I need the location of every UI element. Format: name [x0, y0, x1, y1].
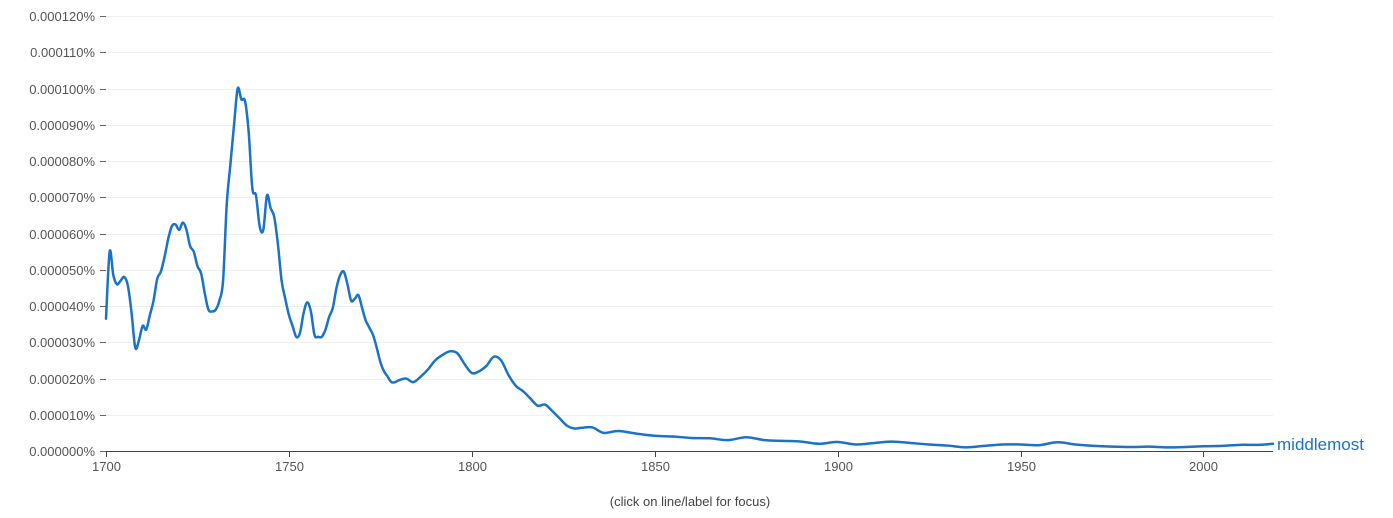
grid-lines	[106, 16, 1273, 416]
x-tick-label: 1850	[641, 459, 670, 474]
y-tick-label: 0.000080%	[29, 154, 95, 169]
y-tick-label: 0.000000%	[29, 444, 95, 459]
x-tick-label: 1950	[1007, 459, 1036, 474]
x-tick-label: 2000	[1189, 459, 1218, 474]
y-tick-label: 0.000100%	[29, 82, 95, 97]
x-tick-label: 1900	[824, 459, 853, 474]
y-tick-label: 0.000040%	[29, 299, 95, 314]
series-line-middlemost[interactable]	[104, 86, 1275, 449]
series-label-middlemost[interactable]: middlemost	[1277, 435, 1364, 454]
y-tick-label: 0.000090%	[29, 118, 95, 133]
x-tick-label: 1800	[458, 459, 487, 474]
x-tick-label: 1750	[275, 459, 304, 474]
y-tick-label: 0.000110%	[30, 45, 95, 60]
focus-hint: (click on line/label for focus)	[609, 494, 771, 509]
y-tick-label: 0.000020%	[29, 372, 95, 387]
series-layer[interactable]: middlemost	[104, 86, 1364, 454]
y-tick-label: 0.000010%	[29, 408, 95, 423]
y-tick-label: 0.000060%	[29, 227, 95, 242]
y-axis: 0.000000% 0.000010% 0.000020% 0.000030% 0.00…	[29, 9, 106, 459]
y-tick-label: 0.000030%	[29, 335, 95, 350]
y-tick-label: 0.000120%	[29, 9, 95, 24]
x-axis: 1700 1750 1800 1850 1900 1950 2000	[92, 451, 1273, 474]
x-tick-label: 1700	[92, 459, 121, 474]
y-tick-label: 0.000070%	[29, 190, 95, 205]
y-tick-label: 0.000050%	[29, 263, 95, 278]
